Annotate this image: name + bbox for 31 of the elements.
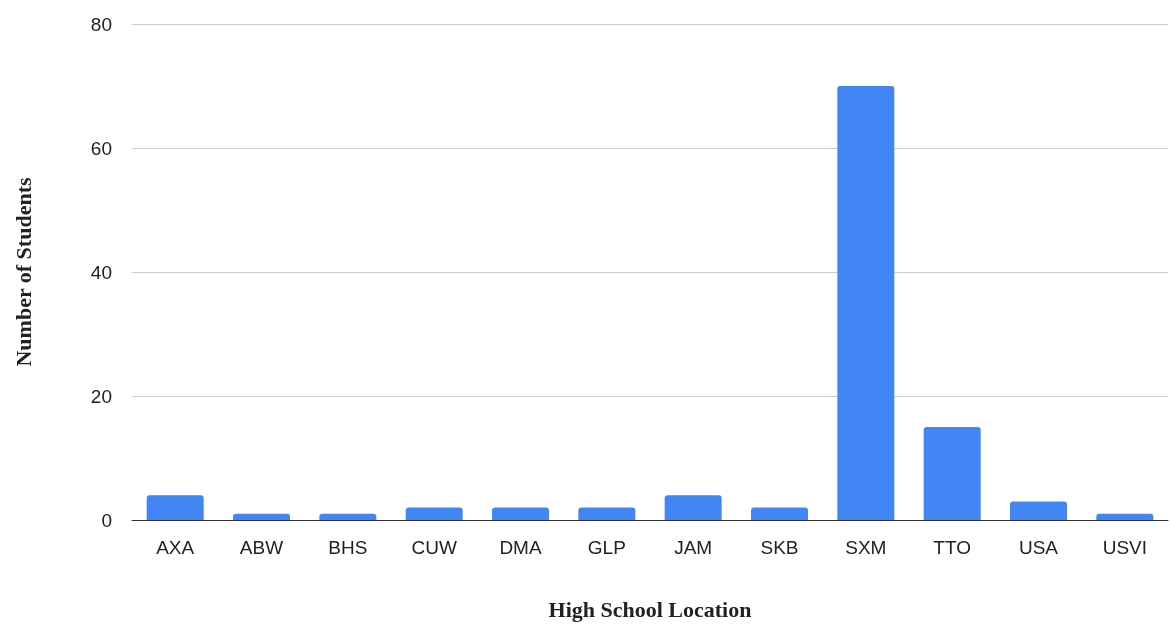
bar xyxy=(751,507,808,520)
x-tick-label: GLP xyxy=(587,537,626,558)
bar xyxy=(837,86,895,520)
x-tick-label: ABW xyxy=(239,537,284,558)
bar xyxy=(578,507,636,520)
x-axis-title: High School Location xyxy=(548,596,752,622)
y-tick-label: 60 xyxy=(90,137,112,159)
y-tick-label: 40 xyxy=(90,261,112,283)
y-tick-label: 0 xyxy=(101,509,112,531)
x-tick-label: USA xyxy=(1018,537,1059,558)
bar xyxy=(1096,513,1154,520)
x-tick-label: DMA xyxy=(499,537,542,558)
bar xyxy=(664,495,722,520)
x-tick-label: TTO xyxy=(933,537,971,558)
bar xyxy=(405,507,463,520)
x-tick-label: SXM xyxy=(845,537,887,558)
x-tick-label: AXA xyxy=(156,537,195,558)
bar xyxy=(1010,501,1067,520)
x-tick-label: CUW xyxy=(411,537,457,558)
x-tick-label: USVI xyxy=(1102,537,1148,558)
bar xyxy=(492,507,549,520)
bar xyxy=(233,513,290,520)
y-tick-label: 80 xyxy=(90,13,112,35)
bar xyxy=(319,513,377,520)
y-tick-label: 20 xyxy=(90,385,112,407)
x-tick-label: JAM xyxy=(674,537,713,558)
bar xyxy=(923,427,981,520)
x-tick-label: SKB xyxy=(760,537,799,558)
bar xyxy=(146,495,204,520)
y-axis-title: Number of Students xyxy=(10,177,36,367)
x-tick-label: BHS xyxy=(328,537,368,558)
